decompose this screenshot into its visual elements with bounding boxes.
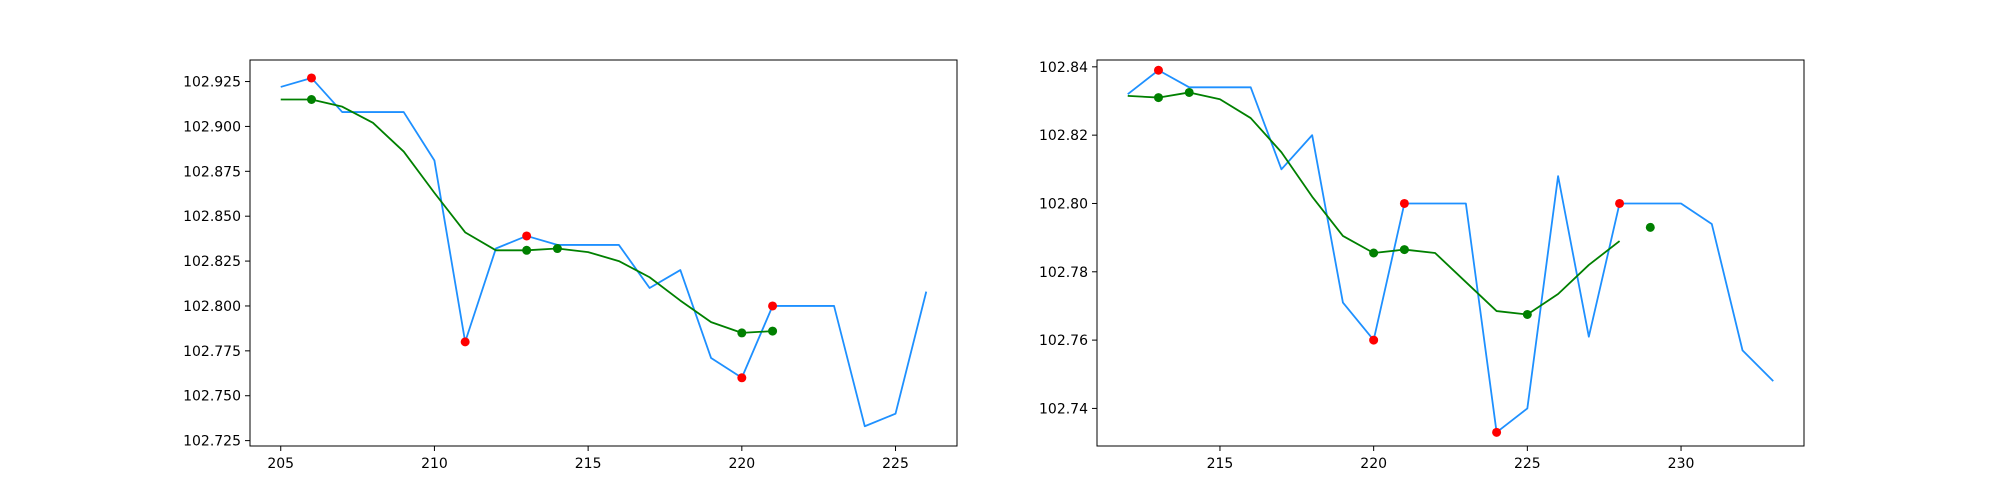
green-marker bbox=[1153, 93, 1163, 103]
x-tick-label: 215 bbox=[1207, 456, 1234, 472]
green-marker bbox=[1645, 222, 1655, 232]
x-tick-label: 220 bbox=[728, 456, 755, 472]
y-tick-label: 102.875 bbox=[183, 164, 241, 180]
red-marker bbox=[1153, 65, 1163, 75]
green-marker bbox=[768, 326, 778, 336]
plot-area bbox=[1127, 65, 1774, 437]
x-tick-label: 205 bbox=[267, 456, 294, 472]
y-tick-label: 102.82 bbox=[1039, 128, 1088, 144]
red-marker bbox=[1399, 198, 1409, 208]
x-tick-label: 220 bbox=[1360, 456, 1387, 472]
y-tick-label: 102.925 bbox=[183, 75, 241, 91]
green-marker bbox=[306, 95, 316, 104]
red-marker bbox=[1615, 198, 1625, 208]
axes-frame bbox=[249, 59, 958, 447]
green-marker bbox=[1184, 87, 1194, 97]
y-tick-label: 102.750 bbox=[183, 389, 241, 405]
price-line bbox=[280, 77, 928, 428]
x-tick-label: 210 bbox=[421, 456, 448, 472]
y-tick-label: 102.80 bbox=[1039, 196, 1088, 212]
y-tick-label: 102.78 bbox=[1039, 265, 1088, 281]
y-tick-label: 102.850 bbox=[183, 209, 241, 225]
green-marker bbox=[1369, 248, 1379, 258]
x-tick-label: 225 bbox=[1514, 456, 1541, 472]
green-marker bbox=[522, 245, 532, 255]
green-marker bbox=[1399, 245, 1409, 255]
chart-1: 205 210 215 220 225 102.725 102.750 102.775 102.… bbox=[183, 59, 958, 472]
axes-frame bbox=[1096, 59, 1805, 447]
smoothed-line bbox=[280, 98, 773, 334]
green-marker bbox=[737, 328, 747, 338]
green-marker bbox=[552, 244, 562, 254]
y-tick-label: 102.825 bbox=[183, 254, 241, 270]
x-tick-label: 225 bbox=[882, 456, 909, 472]
red-marker bbox=[460, 337, 470, 347]
plot-area bbox=[280, 73, 928, 428]
green-marker bbox=[1522, 309, 1532, 319]
red-marker bbox=[306, 73, 316, 83]
y-tick-label: 102.725 bbox=[183, 434, 241, 450]
y-tick-label: 102.84 bbox=[1039, 60, 1088, 76]
red-marker bbox=[522, 231, 532, 241]
y-tick-label: 102.800 bbox=[183, 299, 241, 315]
red-marker bbox=[768, 301, 778, 311]
y-tick-label: 102.775 bbox=[183, 344, 241, 360]
red-marker bbox=[737, 373, 747, 383]
price-line bbox=[1127, 69, 1774, 434]
x-tick-label: 230 bbox=[1668, 456, 1695, 472]
x-tick-label: 215 bbox=[575, 456, 602, 472]
y-tick-label: 102.74 bbox=[1039, 401, 1088, 417]
chart-2: 215 220 225 230 102.74 102.76 102.78 102.80 102.… bbox=[1039, 59, 1805, 472]
y-tick-label: 102.76 bbox=[1039, 333, 1088, 349]
red-marker bbox=[1492, 427, 1502, 437]
y-tick-label: 102.900 bbox=[183, 119, 241, 135]
red-marker bbox=[1369, 335, 1379, 345]
smoothed-line bbox=[1127, 91, 1621, 316]
